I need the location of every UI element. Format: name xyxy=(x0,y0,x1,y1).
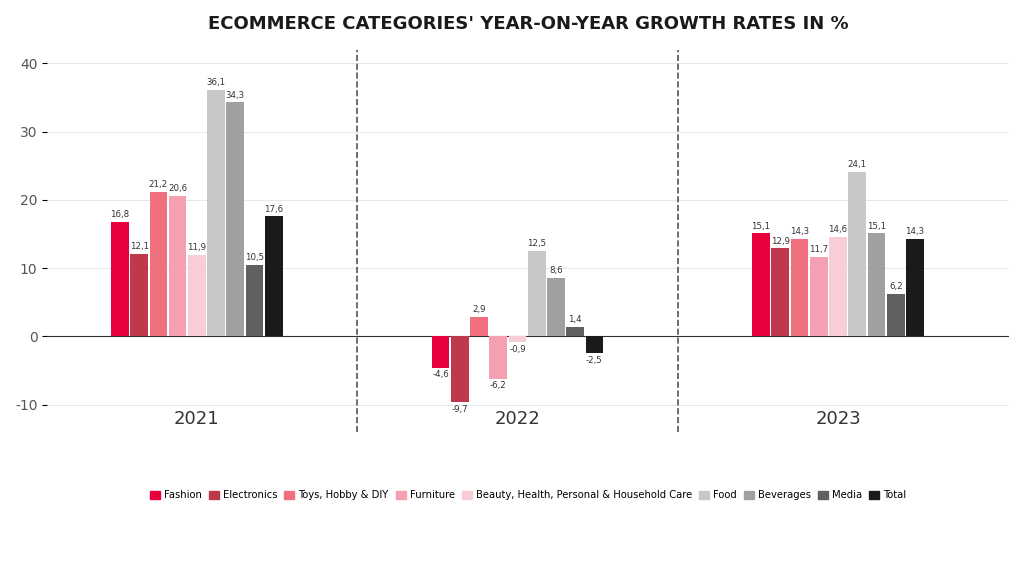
Text: 14,3: 14,3 xyxy=(790,227,809,236)
Bar xyxy=(451,336,469,402)
Bar xyxy=(810,257,827,336)
Bar xyxy=(188,255,206,336)
Text: 11,9: 11,9 xyxy=(187,244,206,253)
Text: 36,1: 36,1 xyxy=(207,79,225,87)
Text: -9,7: -9,7 xyxy=(452,405,468,414)
Bar xyxy=(130,254,148,336)
Text: -2,5: -2,5 xyxy=(586,356,603,365)
Bar xyxy=(771,248,790,336)
Bar xyxy=(432,336,450,368)
Text: 8,6: 8,6 xyxy=(549,266,563,275)
Text: -0,9: -0,9 xyxy=(509,345,525,354)
Text: 16,8: 16,8 xyxy=(111,210,129,219)
Text: 15,1: 15,1 xyxy=(867,222,886,230)
Text: 14,3: 14,3 xyxy=(905,227,925,236)
Bar xyxy=(169,196,186,336)
Text: 2023: 2023 xyxy=(815,410,861,429)
Text: 14,6: 14,6 xyxy=(828,225,848,234)
Bar xyxy=(470,316,487,336)
Text: 2,9: 2,9 xyxy=(472,305,485,314)
Bar xyxy=(566,327,584,336)
Text: 2022: 2022 xyxy=(495,410,541,429)
Bar xyxy=(207,90,225,336)
Title: ECOMMERCE CATEGORIES' YEAR-ON-YEAR GROWTH RATES IN %: ECOMMERCE CATEGORIES' YEAR-ON-YEAR GROWT… xyxy=(208,15,849,33)
Bar xyxy=(226,103,244,336)
Bar xyxy=(849,172,866,336)
Bar xyxy=(150,192,167,336)
Bar xyxy=(489,336,507,379)
Bar xyxy=(527,251,546,336)
Bar xyxy=(246,265,263,336)
Legend: Fashion, Electronics, Toys, Hobby & DIY, Furniture, Beauty, Health, Personal & H: Fashion, Electronics, Toys, Hobby & DIY,… xyxy=(146,486,910,504)
Bar xyxy=(265,216,283,336)
Bar xyxy=(586,336,603,354)
Bar xyxy=(887,294,904,336)
Text: 24,1: 24,1 xyxy=(848,160,866,169)
Bar xyxy=(791,239,808,336)
Text: 12,9: 12,9 xyxy=(771,237,790,246)
Text: 2021: 2021 xyxy=(174,410,219,429)
Text: 11,7: 11,7 xyxy=(809,245,828,254)
Text: 20,6: 20,6 xyxy=(168,184,187,193)
Text: -6,2: -6,2 xyxy=(489,381,507,390)
Text: 1,4: 1,4 xyxy=(568,315,582,324)
Bar xyxy=(509,336,526,343)
Text: 15,1: 15,1 xyxy=(752,222,771,230)
Text: -4,6: -4,6 xyxy=(432,370,449,379)
Bar xyxy=(906,239,924,336)
Bar xyxy=(753,233,770,336)
Bar xyxy=(111,222,129,336)
Text: 12,5: 12,5 xyxy=(527,240,546,248)
Text: 21,2: 21,2 xyxy=(148,180,168,189)
Bar xyxy=(867,233,886,336)
Text: 10,5: 10,5 xyxy=(245,253,264,262)
Text: 34,3: 34,3 xyxy=(225,91,245,100)
Bar xyxy=(829,237,847,336)
Bar xyxy=(547,278,565,336)
Text: 6,2: 6,2 xyxy=(889,282,902,291)
Text: 17,6: 17,6 xyxy=(264,205,284,214)
Text: 12,1: 12,1 xyxy=(130,242,148,251)
